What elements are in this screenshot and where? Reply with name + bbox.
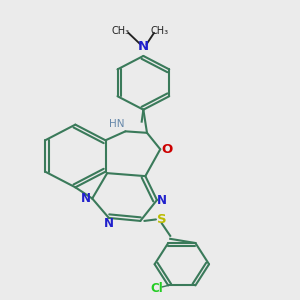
Text: HN: HN [110,119,125,129]
Text: CH₃: CH₃ [111,26,129,36]
Text: N: N [138,40,149,52]
Text: O: O [161,143,172,156]
Text: Cl: Cl [150,282,163,295]
Text: N: N [81,192,91,205]
Text: N: N [157,194,167,206]
Text: N: N [104,217,114,230]
Text: S: S [157,213,167,226]
Text: CH₃: CH₃ [151,26,169,36]
